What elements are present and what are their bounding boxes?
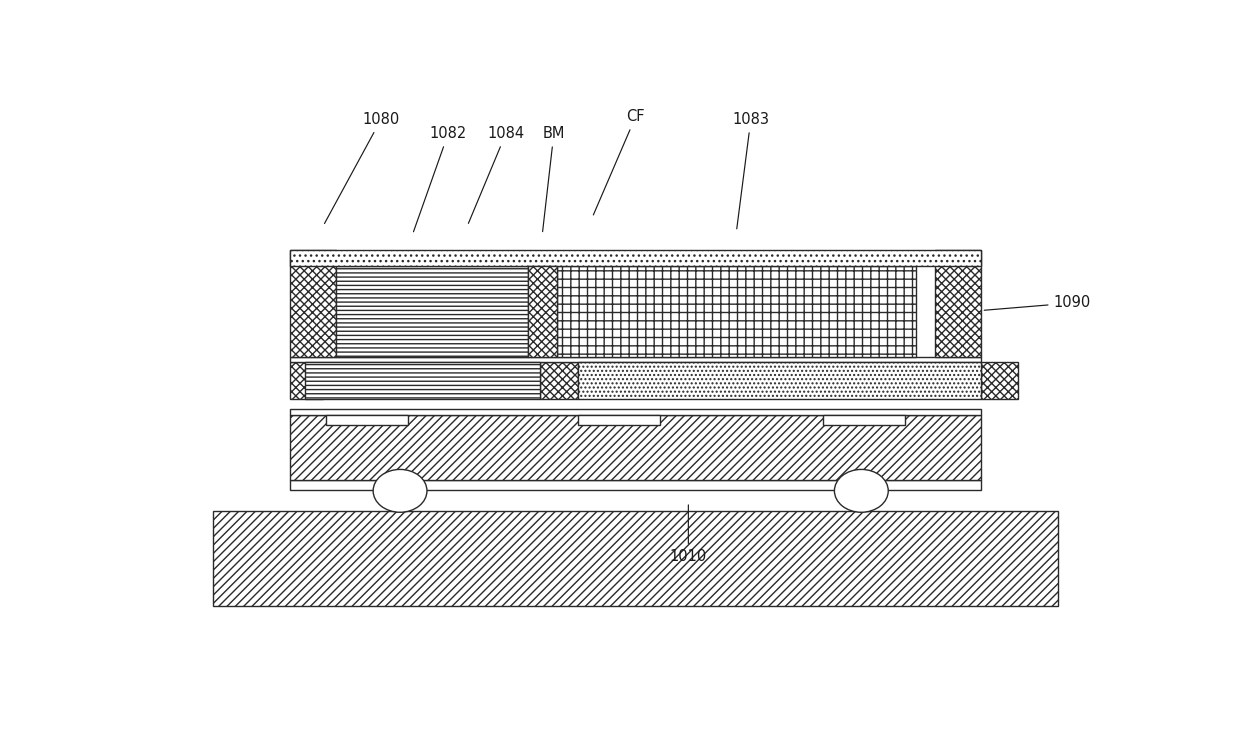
Text: 1082: 1082 — [413, 127, 466, 232]
Ellipse shape — [835, 469, 888, 512]
Bar — [290, 479, 982, 490]
Bar — [528, 266, 557, 357]
Bar — [557, 266, 916, 357]
Bar — [935, 250, 982, 357]
Bar — [578, 362, 982, 399]
Bar — [336, 266, 528, 357]
Bar — [541, 362, 578, 399]
Text: CF: CF — [594, 110, 645, 215]
Bar — [290, 357, 982, 362]
Text: 1080: 1080 — [325, 112, 399, 223]
Bar — [290, 250, 336, 357]
Ellipse shape — [373, 469, 427, 512]
Bar — [578, 415, 660, 425]
Bar — [290, 415, 982, 479]
Bar — [305, 362, 541, 399]
Text: BM: BM — [543, 127, 565, 231]
Bar — [382, 480, 418, 490]
Text: 1084: 1084 — [469, 127, 525, 223]
Bar — [843, 480, 879, 490]
Bar — [982, 362, 1018, 399]
Bar — [290, 362, 324, 399]
Text: 1090: 1090 — [985, 296, 1091, 310]
Bar — [823, 415, 904, 425]
Bar — [326, 415, 408, 425]
Bar — [290, 409, 982, 415]
Text: 1083: 1083 — [733, 112, 769, 229]
Bar — [213, 511, 1058, 606]
Bar — [290, 250, 982, 266]
Text: 1010: 1010 — [670, 505, 707, 564]
